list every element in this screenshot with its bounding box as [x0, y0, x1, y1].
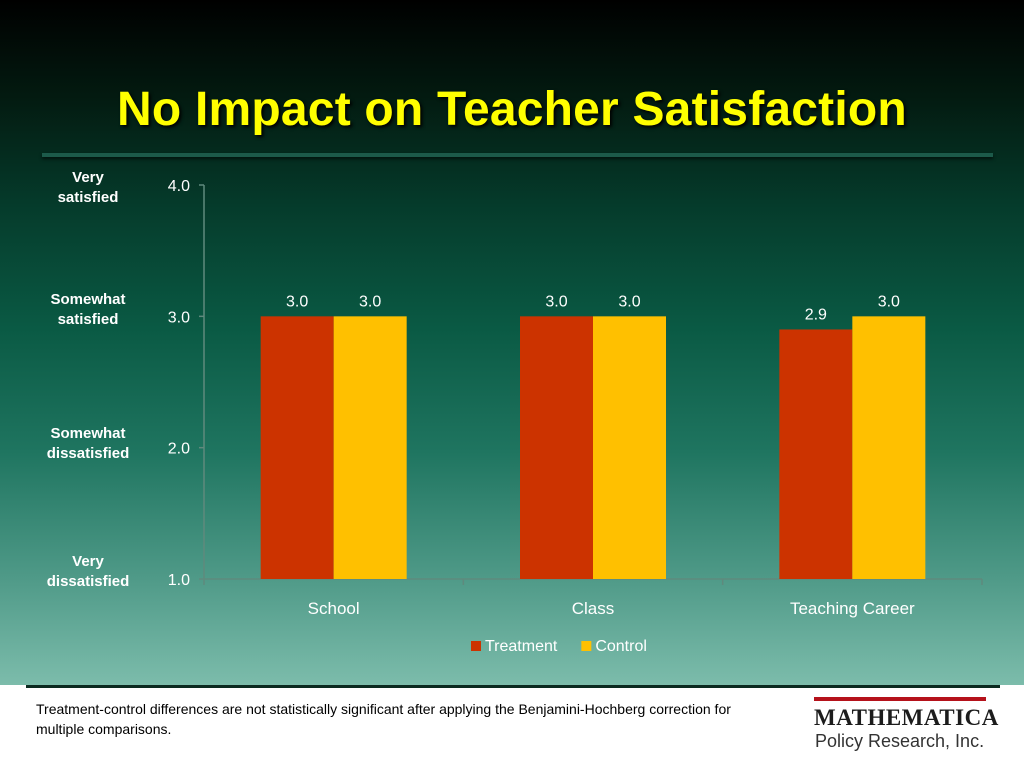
bar-treatment [260, 316, 334, 579]
bar-treatment [520, 316, 593, 579]
x-tick-label: School [308, 599, 360, 618]
logo-name: MATHEMATICA [814, 705, 999, 730]
data-label: 3.0 [878, 293, 900, 310]
legend-swatch-treatment [471, 641, 481, 651]
bar-control [852, 316, 926, 579]
data-label: 3.0 [545, 293, 567, 310]
scale-label-line: Very [72, 553, 104, 570]
y-tick-label: 2.0 [168, 441, 190, 458]
y-tick-label: 1.0 [168, 572, 190, 589]
data-label: 2.9 [805, 306, 827, 323]
bar-control [333, 316, 407, 579]
title-divider [42, 153, 993, 157]
y-tick-label: 4.0 [168, 178, 190, 195]
scale-label-line: satisfied [57, 311, 119, 328]
mathematica-logo: MATHEMATICA Policy Research, Inc. [812, 695, 998, 761]
scale-label-line: dissatisfied [46, 445, 130, 462]
scale-label-line: Somewhat [50, 425, 126, 442]
x-tick-label: Teaching Career [790, 599, 915, 618]
data-label: 3.0 [286, 293, 308, 310]
scale-label-line: Very [72, 169, 104, 186]
scale-label-line: dissatisfied [46, 573, 130, 590]
logo-subtitle: Policy Research, Inc. [815, 731, 985, 751]
legend-label: Treatment [485, 638, 558, 655]
scale-label-very-satisfied: Very satisfied [33, 168, 143, 208]
scale-label-somewhat-dissatisfied: Somewhat dissatisfied [33, 424, 143, 464]
bar-treatment [779, 329, 853, 579]
scale-label-line: satisfied [57, 189, 119, 206]
y-tick-label: 3.0 [168, 309, 190, 326]
footer-divider [26, 685, 1000, 688]
slide-title: No Impact on Teacher Satisfaction [117, 83, 907, 136]
x-tick-label: Class [572, 599, 615, 618]
scale-label-very-dissatisfied: Very dissatisfied [33, 552, 143, 592]
legend-label: Control [595, 638, 647, 655]
footer: Treatment-control differences are not st… [0, 685, 1024, 768]
scale-label-somewhat-satisfied: Somewhat satisfied [33, 290, 143, 330]
logo-accent-bar [814, 697, 986, 701]
bar-control [593, 316, 666, 579]
slide-background: No Impact on Teacher Satisfaction Very s… [0, 0, 1024, 685]
data-label: 3.0 [359, 293, 381, 310]
legend-swatch-control [581, 641, 592, 651]
scale-label-line: Somewhat [50, 291, 126, 308]
bar-chart: 4.0 3.0 2.0 1.0 3.0 3.0 School 3.0 3.0 Class 2.9 3.… [168, 178, 983, 655]
footnote: Treatment-control differences are not st… [36, 701, 731, 737]
data-label: 3.0 [618, 293, 640, 310]
